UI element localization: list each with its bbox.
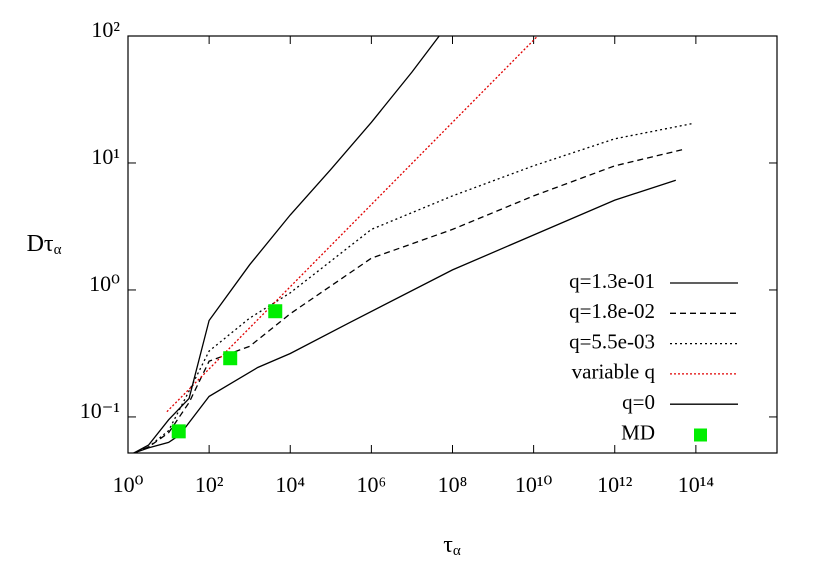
plot-frame xyxy=(127,35,778,454)
x-tick-label: 10⁰ xyxy=(113,472,144,497)
y-label-sub: α xyxy=(54,242,62,258)
x-tick-label: 10⁶ xyxy=(357,472,387,497)
md-point xyxy=(223,351,238,366)
x-tick-label: 10¹⁴ xyxy=(678,472,715,497)
series-line xyxy=(133,179,677,453)
y-tick-label: 10¹ xyxy=(91,144,120,169)
series-line xyxy=(133,148,686,453)
x-axis-label: τα xyxy=(443,532,461,560)
x-label-sub: α xyxy=(453,543,461,559)
legend-marker xyxy=(694,428,707,442)
legend-label: q=0 xyxy=(622,390,655,414)
x-tick-label: 10⁴ xyxy=(275,472,305,497)
x-tick-label: 10¹² xyxy=(597,472,633,497)
legend-label: variable q xyxy=(572,360,656,384)
legend-label: q=1.3e-01 xyxy=(569,269,655,293)
x-label-main: τ xyxy=(443,532,453,558)
series-line xyxy=(166,36,539,413)
x-tick-label: 10² xyxy=(195,472,224,497)
y-tick-label: 10⁰ xyxy=(89,271,120,296)
md-point xyxy=(171,424,186,439)
y-tick-label: 10² xyxy=(91,17,120,42)
series-line xyxy=(133,36,440,453)
y-tick-label: 10⁻¹ xyxy=(80,398,120,423)
x-tick-label: 10⁸ xyxy=(438,472,468,497)
legend-label: q=1.8e-02 xyxy=(569,299,655,323)
legend-label: MD xyxy=(621,420,655,444)
md-point xyxy=(268,304,283,319)
y-label-main: Dτ xyxy=(27,231,54,257)
x-tick-label: 10¹⁰ xyxy=(515,472,553,497)
legend-label: q=5.5e-03 xyxy=(569,329,655,353)
y-axis-label: Dτα xyxy=(27,231,62,259)
